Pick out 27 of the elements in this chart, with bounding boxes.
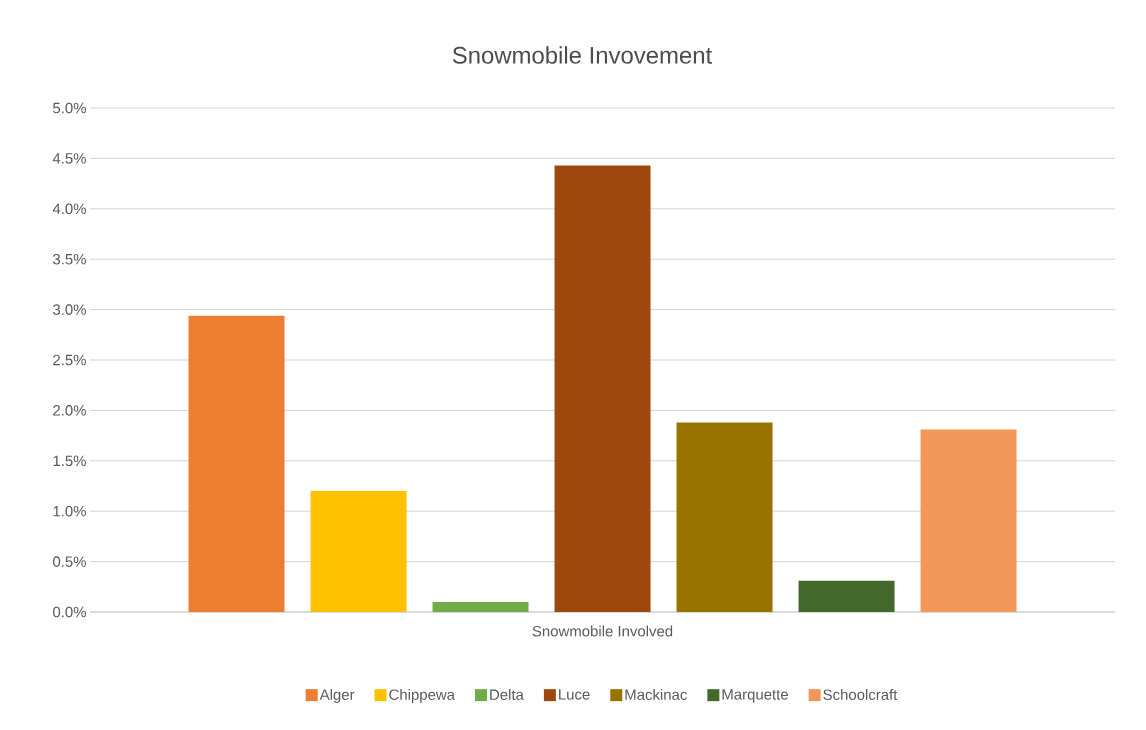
y-tick-label: 5.0% [53, 102, 86, 114]
y-tick-label: 4.5% [52, 153, 86, 164]
legend-label: Marquette [722, 689, 788, 703]
bar [798, 580, 895, 612]
legend-label: Schoolcraft [823, 689, 898, 700]
chart-title: Snowmobile Invovement [452, 46, 713, 64]
y-tick-label: 1.0% [53, 505, 86, 517]
y-tick-label: 1.5% [53, 455, 86, 467]
y-tick-label: 4.0% [52, 203, 86, 215]
bar [188, 315, 285, 612]
y-tick-label: 2.0% [53, 405, 86, 416]
y-tick-label: 3.5% [52, 253, 86, 265]
y-tick-label: 0.0% [53, 606, 86, 618]
x-tick-label: Snowmobile Involved [532, 625, 673, 637]
y-tick-label: 2.5% [53, 354, 86, 366]
bar [920, 429, 1017, 612]
bar [310, 491, 407, 612]
legend-label: Delta [490, 689, 524, 700]
legend-label: Luce [559, 689, 590, 700]
legend-label: Mackinac [625, 689, 687, 700]
y-tick-label: 0.5% [53, 556, 86, 567]
legend-label: Chippewa [389, 689, 455, 703]
bar [432, 601, 529, 612]
bar [676, 422, 773, 612]
bar [554, 165, 651, 612]
y-tick-label: 3.0% [52, 304, 86, 315]
legend-label: Alger [319, 689, 355, 703]
